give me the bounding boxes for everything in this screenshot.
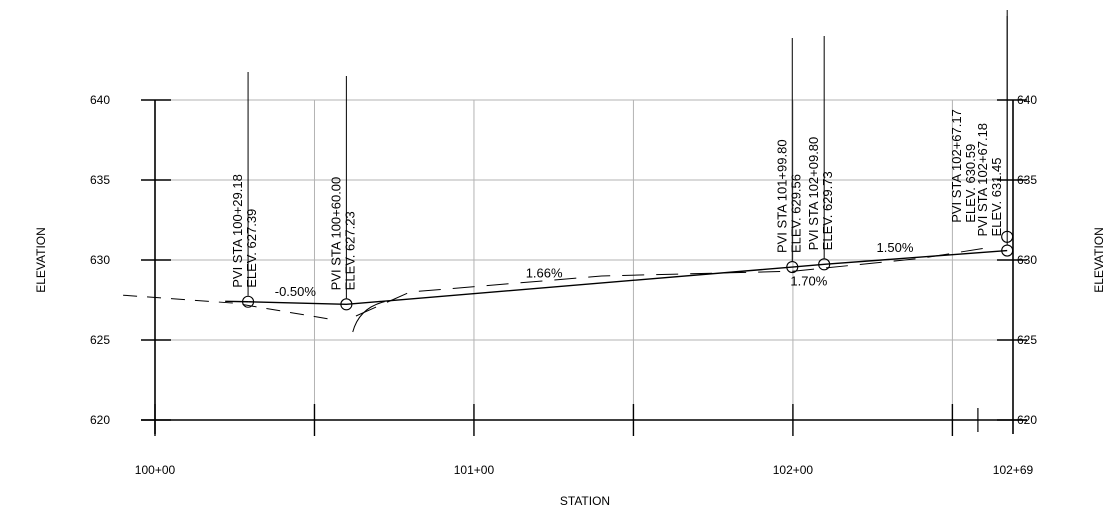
y-tick-label-left: 630 bbox=[90, 253, 110, 267]
pvi-circle bbox=[818, 258, 831, 271]
grade-label: 1.50% bbox=[877, 240, 914, 255]
x-tick-label: 102+00 bbox=[773, 463, 814, 477]
x-tick-label: 102+69 bbox=[993, 463, 1034, 477]
pvi-station-label: PVI STA 102+09.80 bbox=[806, 137, 821, 251]
pvi-circle bbox=[340, 298, 353, 311]
pvi-station-label: PVI STA 102+67.18 bbox=[975, 123, 990, 237]
pvi-circle bbox=[786, 260, 799, 274]
y-tick-label-left: 635 bbox=[90, 173, 110, 187]
grade-label: 1.70% bbox=[790, 274, 827, 289]
y-tick-label-left: 625 bbox=[90, 333, 110, 347]
x-tick-label: 101+00 bbox=[454, 463, 495, 477]
y-tick-label-right: 620 bbox=[1017, 413, 1037, 427]
y-axis-label-right: ELEVATION bbox=[1092, 227, 1106, 293]
x-axis-label: STATION bbox=[560, 494, 610, 508]
pvi-elevation-label: ELEV. 630.59 bbox=[963, 144, 978, 223]
y-tick-label-left: 620 bbox=[90, 413, 110, 427]
profile-line bbox=[248, 249, 1008, 306]
x-tick-label: 100+00 bbox=[135, 463, 176, 477]
existing-ground-line bbox=[355, 246, 991, 317]
y-axis-label-left: ELEVATION bbox=[34, 227, 48, 293]
profile-curve bbox=[352, 301, 385, 333]
y-tick-label-right: 640 bbox=[1017, 93, 1037, 107]
pvi-circle bbox=[242, 295, 255, 308]
existing-ground-line bbox=[123, 294, 331, 320]
y-tick-label-left: 640 bbox=[90, 93, 110, 107]
pvi-elevation-label: ELEV. 627.23 bbox=[342, 211, 357, 290]
grade-label: 1.66% bbox=[526, 266, 563, 281]
pvi-station-label: PVI STA 100+29.18 bbox=[230, 174, 245, 288]
pvi-circle bbox=[1001, 244, 1014, 257]
pvi-station-label: PVI STA 100+60.00 bbox=[328, 177, 343, 291]
pvi-elevation-label: ELEV. 629.73 bbox=[820, 171, 835, 250]
pvi-elevation-label: ELEV. 627.39 bbox=[244, 209, 259, 288]
pvi-station-label: PVI STA 101+99.80 bbox=[774, 139, 789, 253]
y-tick-label-right: 625 bbox=[1017, 333, 1037, 347]
pvi-station-label: PVI STA 102+67.17 bbox=[949, 109, 964, 223]
y-tick-label-right: 630 bbox=[1017, 253, 1037, 267]
grade-label: -0.50% bbox=[275, 284, 317, 299]
pvi-elevation-label: ELEV. 631.45 bbox=[989, 158, 1004, 237]
pvi-elevation-label: ELEV. 629.56 bbox=[788, 174, 803, 253]
y-tick-label-right: 635 bbox=[1017, 173, 1037, 187]
